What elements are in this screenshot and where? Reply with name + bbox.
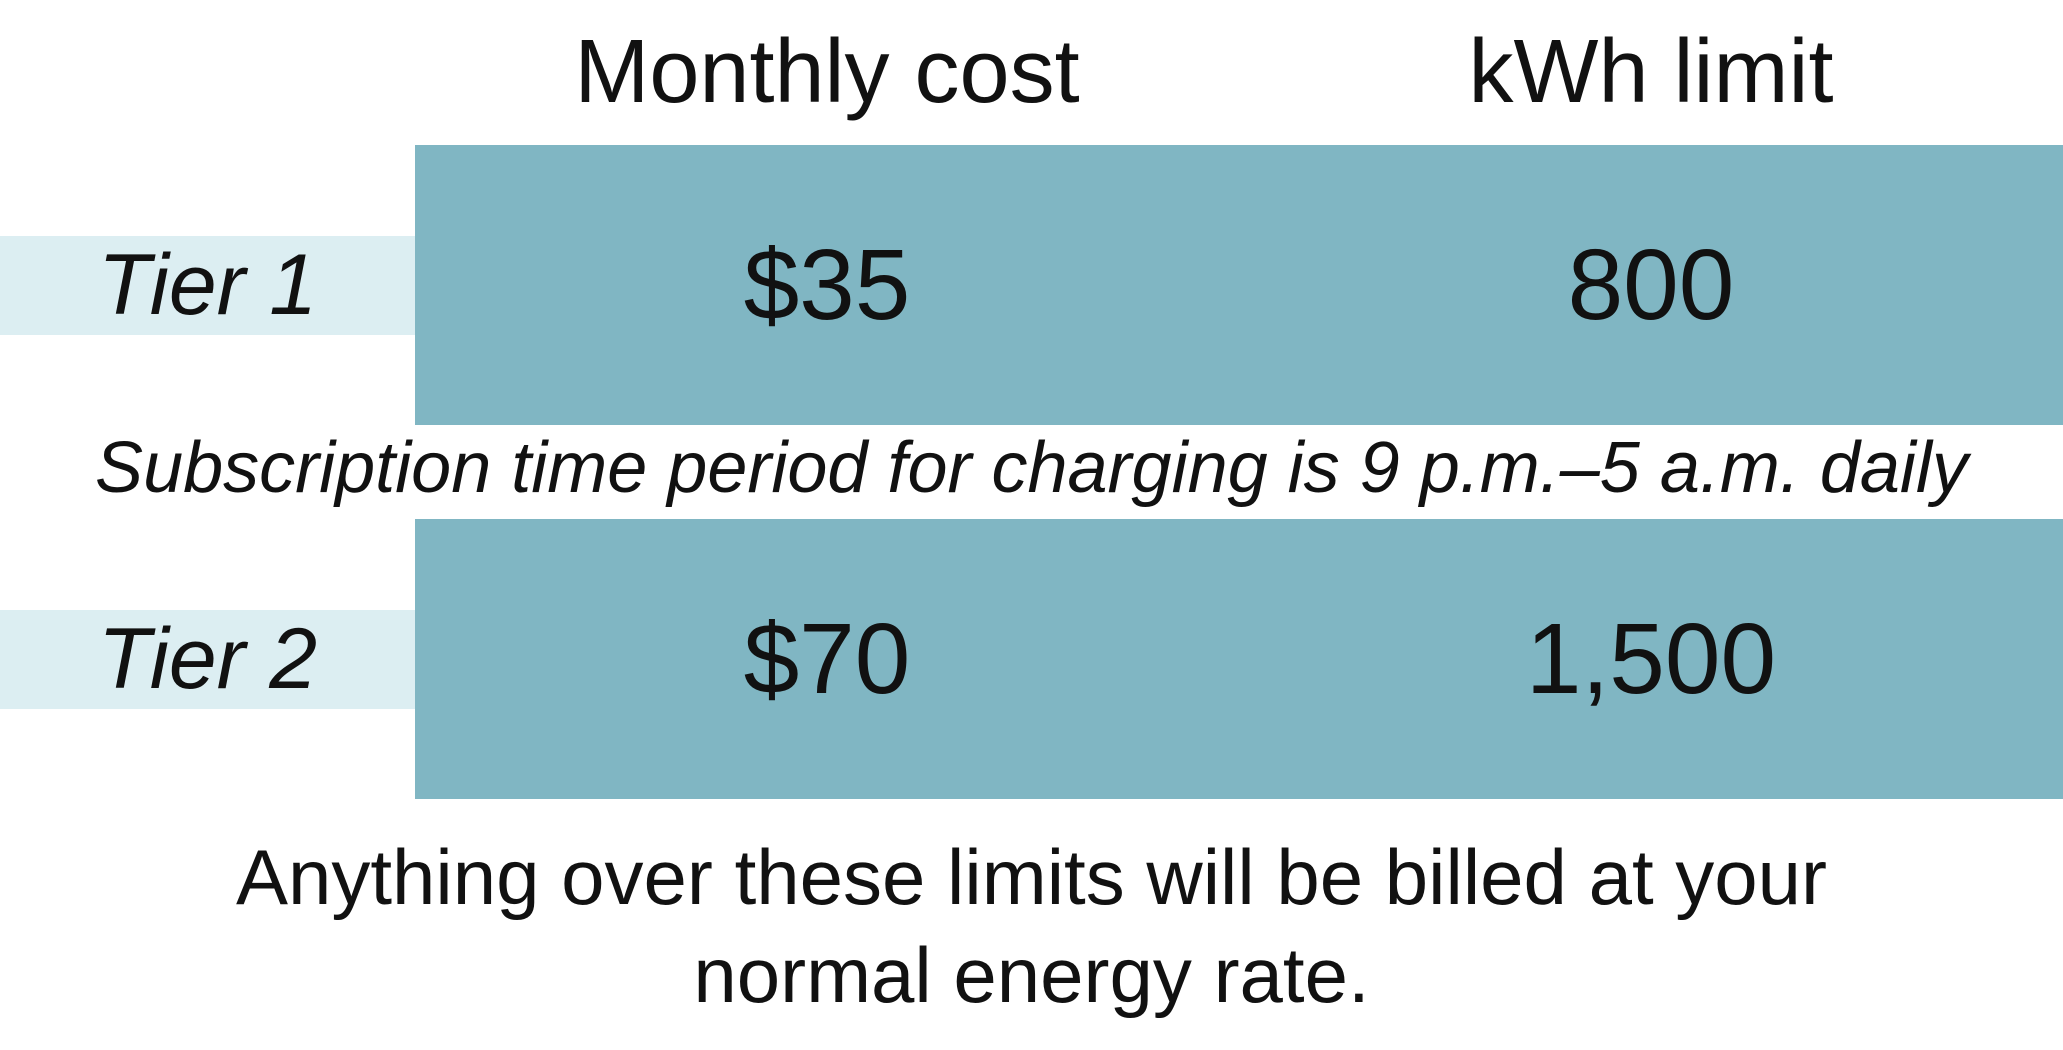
cell-tier1-cost: $35 bbox=[415, 145, 1239, 425]
column-header-cost: Monthly cost bbox=[415, 21, 1239, 124]
cell-tier2-cost: $70 bbox=[415, 519, 1239, 799]
row-label-tier2: Tier 2 bbox=[0, 610, 415, 709]
table-header-row: Monthly cost kWh limit bbox=[0, 0, 2063, 145]
row-label-tier1: Tier 1 bbox=[0, 236, 415, 335]
footer-note: Anything over these limits will be bille… bbox=[0, 799, 2063, 1024]
cell-tier1-kwh: 800 bbox=[1239, 145, 2063, 425]
table-row: Tier 2 $70 1,500 bbox=[0, 519, 2063, 799]
cell-tier2-kwh: 1,500 bbox=[1239, 519, 2063, 799]
column-header-kwh: kWh limit bbox=[1239, 21, 2063, 124]
subscription-period-note: Subscription time period for charging is… bbox=[0, 425, 2063, 519]
pricing-table: Monthly cost kWh limit Tier 1 $35 800 Su… bbox=[0, 0, 2063, 1024]
table-row: Tier 1 $35 800 bbox=[0, 145, 2063, 425]
